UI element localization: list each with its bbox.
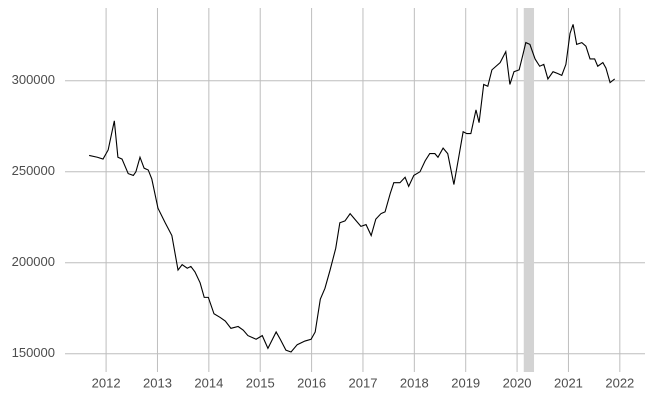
y-tick-label: 300000	[12, 72, 55, 87]
shaded-region	[523, 8, 535, 372]
y-tick-label: 250000	[12, 163, 55, 178]
data-line	[89, 24, 616, 353]
x-tick-label: 2022	[605, 375, 634, 390]
x-tick-label: 2021	[554, 375, 583, 390]
x-tick-label: 2020	[503, 375, 532, 390]
y-tick-label: 150000	[12, 345, 55, 360]
x-tick-label: 2017	[349, 375, 378, 390]
y-tick-label: 200000	[12, 254, 55, 269]
x-tick-label: 2015	[246, 375, 275, 390]
x-tick-label: 2018	[400, 375, 429, 390]
x-tick-label: 2014	[194, 375, 223, 390]
x-tick-label: 2016	[297, 375, 326, 390]
x-tick-label: 2019	[451, 375, 480, 390]
x-tick-label: 2013	[143, 375, 172, 390]
x-tick-label: 2012	[92, 375, 121, 390]
